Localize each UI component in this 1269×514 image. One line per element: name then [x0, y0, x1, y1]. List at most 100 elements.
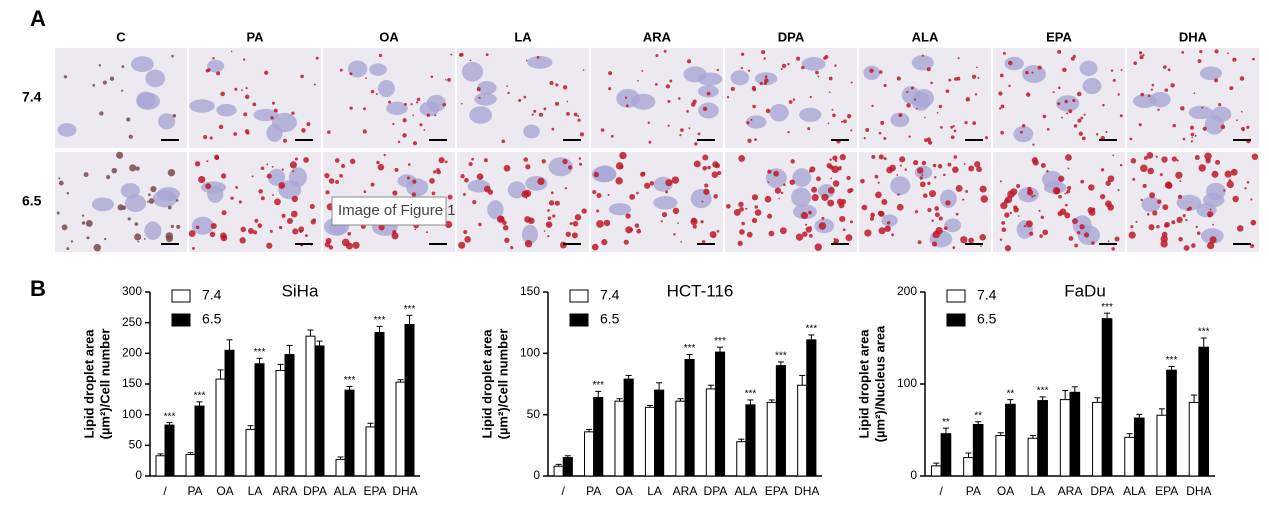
lipid-droplet: [406, 176, 410, 180]
lipid-droplet: [523, 157, 528, 162]
lipid-droplet: [502, 220, 507, 225]
lipid-droplet: [299, 230, 303, 233]
lipid-droplet: [1195, 225, 1198, 229]
lipid-droplet: [1009, 211, 1012, 215]
lipid-droplet: [864, 229, 872, 237]
lipid-droplet: [1143, 156, 1148, 161]
lipid-droplet: [447, 78, 451, 82]
lipid-droplet: [1164, 221, 1170, 228]
lipid-droplet: [533, 109, 537, 113]
lipid-droplet: [922, 193, 928, 198]
lipid-droplet: [1079, 224, 1085, 230]
lipid-droplet: [121, 205, 127, 211]
y-tick-label: 0: [910, 468, 917, 482]
lipid-droplet: [264, 70, 269, 75]
lipid-droplet: [238, 200, 242, 204]
lipid-droplet: [931, 241, 938, 247]
lipid-droplet: [1196, 231, 1201, 235]
lipid-droplet: [447, 194, 453, 200]
lipid-droplet: [955, 185, 963, 192]
micrograph-grid: C PA OA LA ARA DPA ALA EPA DHA 7.4 6.5: [22, 29, 1259, 252]
lipid-droplet: [1163, 65, 1167, 69]
significance: ***: [1037, 386, 1049, 397]
lipid-droplet: [531, 113, 534, 116]
bar: [1005, 403, 1016, 477]
lipid-droplet: [661, 211, 668, 218]
lipid-droplet: [764, 78, 769, 83]
lipid-droplet: [1117, 189, 1120, 192]
bar: [1027, 437, 1039, 477]
lipid-droplet: [1032, 159, 1039, 166]
lipid-droplet: [102, 80, 107, 85]
lipid-droplet: [1182, 214, 1186, 218]
x-tick-label: ALA: [1123, 484, 1146, 498]
lipid-droplet: [334, 158, 340, 163]
lipid-droplet: [298, 226, 305, 233]
nucleus: [266, 123, 283, 142]
lipid-droplet: [637, 79, 639, 82]
bar: [553, 465, 564, 477]
nucleus: [57, 123, 77, 137]
lipid-droplet: [669, 79, 673, 83]
lipid-droplet: [524, 239, 533, 248]
lipid-droplet: [1083, 232, 1090, 238]
lipid-droplet: [1061, 116, 1063, 119]
lipid-droplet: [370, 89, 375, 94]
lipid-droplet: [829, 158, 832, 161]
lipid-droplet: [478, 96, 481, 99]
x-tick-label: LA: [248, 484, 263, 498]
lipid-droplet: [976, 66, 978, 69]
lipid-droplet: [821, 216, 825, 220]
x-tick-label: OA: [615, 484, 632, 498]
bar: [930, 465, 942, 477]
lipid-droplet: [469, 59, 472, 62]
lipid-droplet: [192, 246, 195, 250]
lipid-droplet: [547, 216, 552, 221]
lipid-droplet: [442, 102, 446, 107]
lipid-droplet: [1209, 236, 1217, 244]
lipid-droplet: [1077, 118, 1082, 123]
y-tick-label: 200: [122, 346, 142, 360]
lipid-droplet: [206, 160, 209, 163]
lipid-droplet: [838, 202, 845, 209]
lipid-droplet: [625, 226, 633, 234]
lipid-droplet: [608, 71, 613, 76]
lipid-droplet: [416, 97, 421, 102]
lipid-droplet: [1218, 102, 1222, 107]
lipid-droplet: [1040, 215, 1045, 220]
y-tick-label: 100: [897, 376, 917, 390]
lipid-droplet: [968, 165, 975, 172]
lipid-droplet: [147, 200, 149, 203]
lipid-droplet: [711, 171, 719, 178]
x-tick-label: /: [562, 484, 566, 498]
lipid-droplet: [128, 134, 133, 139]
lipid-droplet: [523, 189, 532, 198]
lipid-droplet: [1215, 159, 1221, 165]
nucleus: [1132, 94, 1157, 108]
lipid-droplet: [1246, 125, 1250, 129]
lipid-droplet: [677, 222, 679, 224]
lipid-droplet: [1205, 158, 1211, 164]
lipid-droplet: [109, 76, 115, 81]
lipid-droplet: [111, 167, 118, 174]
lipid-droplet: [932, 230, 940, 239]
lipid-droplet: [596, 192, 602, 199]
lipid-droplet: [1119, 114, 1123, 118]
lipid-droplet: [1064, 99, 1068, 104]
bar: [675, 400, 686, 477]
bar: [224, 349, 235, 477]
lipid-droplet: [1037, 65, 1042, 70]
lipid-droplet: [746, 231, 753, 238]
lipid-droplet: [271, 165, 274, 168]
lipid-droplet: [878, 131, 882, 135]
lipid-droplet: [1194, 154, 1200, 161]
lipid-droplet: [233, 132, 238, 136]
lipid-droplet: [737, 240, 743, 247]
lipid-droplet: [620, 155, 623, 158]
bar: [404, 324, 415, 477]
lipid-droplet: [815, 70, 819, 75]
lipid-droplet: [1232, 57, 1237, 62]
lipid-droplet: [212, 57, 215, 60]
lipid-droplet: [805, 223, 808, 226]
bar: [736, 441, 747, 477]
